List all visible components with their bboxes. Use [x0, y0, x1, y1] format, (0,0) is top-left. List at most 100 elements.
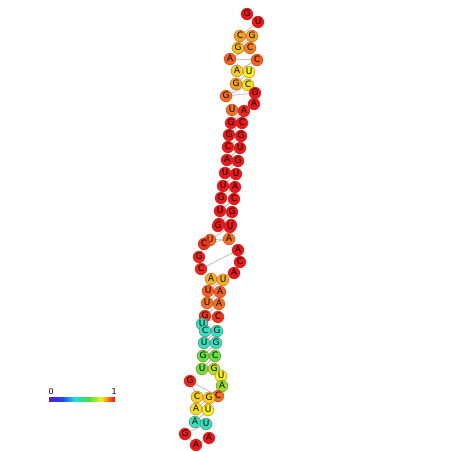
nucleotide-circle [241, 78, 255, 92]
nucleotide-label: G [235, 43, 242, 53]
nucleotide-label: U [207, 235, 214, 245]
colorbar-max: 1 [111, 387, 116, 396]
nucleotide: U [213, 204, 227, 218]
nucleotide-circle [227, 192, 241, 206]
nucleotide-circle [194, 262, 208, 276]
nucleotide-circle [243, 41, 257, 55]
nucleotide-label: U [237, 143, 244, 153]
nucleotide: U [229, 167, 243, 181]
nucleotide-label: A [206, 433, 213, 443]
nucleotide: A [223, 52, 237, 66]
nucleotide-circle [211, 310, 225, 324]
nucleotide-label: U [199, 319, 206, 329]
nucleotide-label: G [249, 31, 256, 41]
nucleotide: A [189, 438, 203, 452]
nucleotide: C [233, 255, 247, 269]
nucleotide-label: C [237, 257, 243, 267]
nucleotide-circle [197, 237, 211, 251]
nucleotide-circle [199, 417, 213, 431]
nucleotide-label: A [217, 287, 224, 297]
nucleotide: C [194, 262, 208, 276]
nucleotide: U [197, 336, 211, 350]
nucleotide-circle [219, 89, 233, 103]
nucleotide: G [192, 250, 206, 264]
nucleotide: U [201, 403, 215, 417]
nucleotide: G [240, 7, 254, 21]
nucleotide: C [197, 237, 211, 251]
nucleotide-label: C [231, 194, 237, 204]
nucleotide-label: C [215, 312, 221, 322]
nucleotide-circle [225, 205, 239, 219]
nucleotide: G [202, 391, 216, 405]
nucleotide-circle [227, 266, 241, 280]
nucleotide: C [190, 390, 204, 404]
nucleotide-label: A [216, 299, 223, 309]
nucleotide-label: U [222, 168, 229, 178]
nucleotide: U [251, 15, 265, 29]
nucleotide: U [195, 362, 209, 376]
nucleotide-label: U [233, 169, 240, 179]
nucleotide-label: U [204, 298, 211, 308]
colorbar-min: 0 [48, 387, 53, 396]
nucleotide: G [209, 336, 223, 350]
nucleotide: G [234, 129, 248, 143]
nucleotide: A [212, 297, 226, 311]
nucleotide-label: C [212, 351, 218, 361]
nucleotide: C [198, 324, 212, 338]
nucleotide: G [210, 324, 224, 338]
nucleotide: G [225, 205, 239, 219]
nucleotide: C [250, 53, 264, 67]
nucleotide-label: A [192, 417, 199, 427]
nucleotide: C [211, 310, 225, 324]
nucleotide-label: C [198, 264, 204, 274]
nucleotide-circle [222, 232, 236, 246]
nucleotide-label: G [213, 338, 220, 348]
nucleotide-circle [251, 15, 265, 29]
nucleotide: A [188, 415, 202, 429]
backbone-link [200, 249, 239, 270]
nucleotide-label: U [218, 371, 225, 381]
nucleotide-circle [237, 104, 251, 118]
nucleotide: U [199, 417, 213, 431]
nucleotide: A [227, 266, 241, 280]
nucleotide-circle [214, 191, 228, 205]
nucleotide: G [222, 128, 236, 142]
nucleotide-label: G [187, 376, 194, 386]
nucleotide-label: A [193, 440, 200, 450]
nucleotide: G [196, 349, 210, 363]
nucleotide-label: A [234, 66, 241, 76]
nucleotide-label: G [200, 351, 207, 361]
nucleotide-label: G [206, 393, 213, 403]
nucleotide-label: U [220, 275, 227, 285]
nucleotide-label: U [246, 67, 253, 77]
nucleotide: A [204, 272, 218, 286]
nucleotide-label: G [223, 91, 230, 101]
nucleotide-label: G [238, 131, 245, 141]
nucleotide-circle [229, 167, 243, 181]
nucleotide: A [202, 431, 216, 445]
nucleotide-label: G [244, 9, 251, 19]
nucleotide-label: U [199, 364, 206, 374]
nucleotide-circle [192, 250, 206, 264]
nucleotide-label: A [251, 99, 258, 109]
nucleotide-label: G [228, 118, 235, 128]
nucleotide-circle [202, 431, 216, 445]
nucleotide: A [247, 97, 261, 111]
nucleotide-label: G [226, 130, 233, 140]
nucleotide-label: A [241, 106, 248, 116]
nucleotide-label: C [194, 392, 200, 402]
nucleotide: G [219, 89, 233, 103]
nucleotide-circle [212, 297, 226, 311]
nucleotide-circle [231, 154, 245, 168]
nucleotide-label: U [255, 17, 262, 27]
nucleotide: A [220, 153, 234, 167]
nucleotide: A [231, 243, 245, 257]
nucleotide-label: U [205, 405, 212, 415]
nucleotide: U [223, 220, 237, 234]
nucleotide-circle [189, 438, 203, 452]
nucleotide: G [214, 191, 228, 205]
nucleotide: A [213, 285, 227, 299]
nucleotide-label: A [226, 234, 233, 244]
nucleotide-label: G [252, 88, 259, 98]
nucleotide: U [218, 166, 232, 180]
